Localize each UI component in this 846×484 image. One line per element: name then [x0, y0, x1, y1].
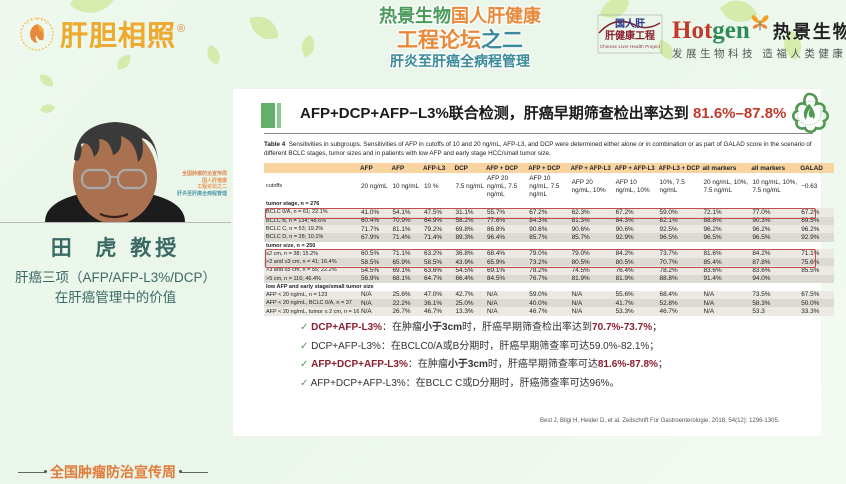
svg-text:国人肝: 国人肝 [615, 17, 645, 30]
svg-text:肝健康工程: 肝健康工程 [605, 29, 655, 42]
svg-text:Chinese Liver Health Project: Chinese Liver Health Project [600, 44, 661, 49]
